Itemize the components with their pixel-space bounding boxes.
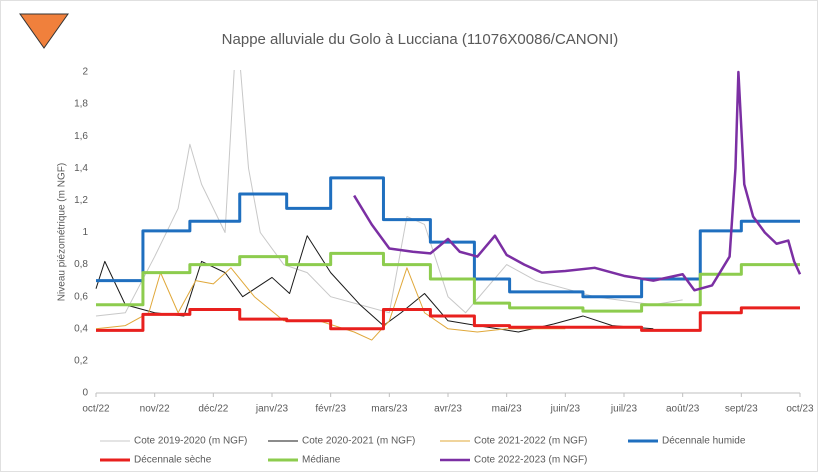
trend-icon: [19, 13, 69, 49]
x-tick-label: nov/22: [140, 404, 170, 415]
legend-label: Cote 2019-2020 (m NGF): [134, 436, 247, 447]
y-tick-label: 0,2: [74, 356, 88, 367]
y-tick-label: 1: [82, 227, 88, 238]
plot-area: [95, 70, 802, 341]
y-tick-label: 0,6: [74, 291, 88, 302]
series-line: [96, 306, 800, 332]
y-tick-label: 1,6: [74, 131, 88, 142]
legend-label: Décennale humide: [662, 436, 746, 447]
series-line: [95, 70, 683, 317]
y-tick-label: 2: [82, 67, 88, 78]
legend-label: Cote 2020-2021 (m NGF): [302, 436, 415, 447]
x-tick-label: févr/23: [315, 404, 346, 415]
x-tick-label: juin/23: [550, 404, 581, 415]
x-tick-label: oct/22: [82, 404, 110, 415]
legend-label: Cote 2022-2023 (m NGF): [474, 455, 587, 466]
x-tick-label: sept/23: [725, 404, 758, 415]
series-line: [96, 176, 800, 299]
series-line: [353, 70, 802, 292]
y-tick-label: 1,8: [74, 99, 88, 110]
x-tick-label: déc/22: [198, 404, 228, 415]
series-line: [96, 251, 800, 313]
legend-label: Médiane: [302, 455, 341, 466]
legend-label: Décennale sèche: [134, 455, 212, 466]
y-tick-label: 1,4: [74, 163, 88, 174]
x-tick-label: avr/23: [434, 404, 462, 415]
x-tick-label: oct/23: [786, 404, 814, 415]
x-tick-label: juil/23: [610, 404, 638, 415]
x-tick-label: mars/23: [371, 404, 408, 415]
y-tick-label: 0: [82, 388, 88, 399]
x-tick-label: janv/23: [255, 404, 289, 415]
y-tick-label: 0,4: [74, 323, 88, 334]
y-tick-label: 0,8: [74, 259, 88, 270]
y-tick-label: 1,2: [74, 195, 88, 206]
x-tick-label: août/23: [666, 404, 700, 415]
y-axis-title: Niveau piézométrique (m NGF): [57, 163, 68, 301]
x-tick-label: mai/23: [492, 404, 522, 415]
chart-title: Nappe alluviale du Golo à Lucciana (1107…: [222, 31, 619, 48]
legend-label: Cote 2021-2022 (m NGF): [474, 436, 587, 447]
